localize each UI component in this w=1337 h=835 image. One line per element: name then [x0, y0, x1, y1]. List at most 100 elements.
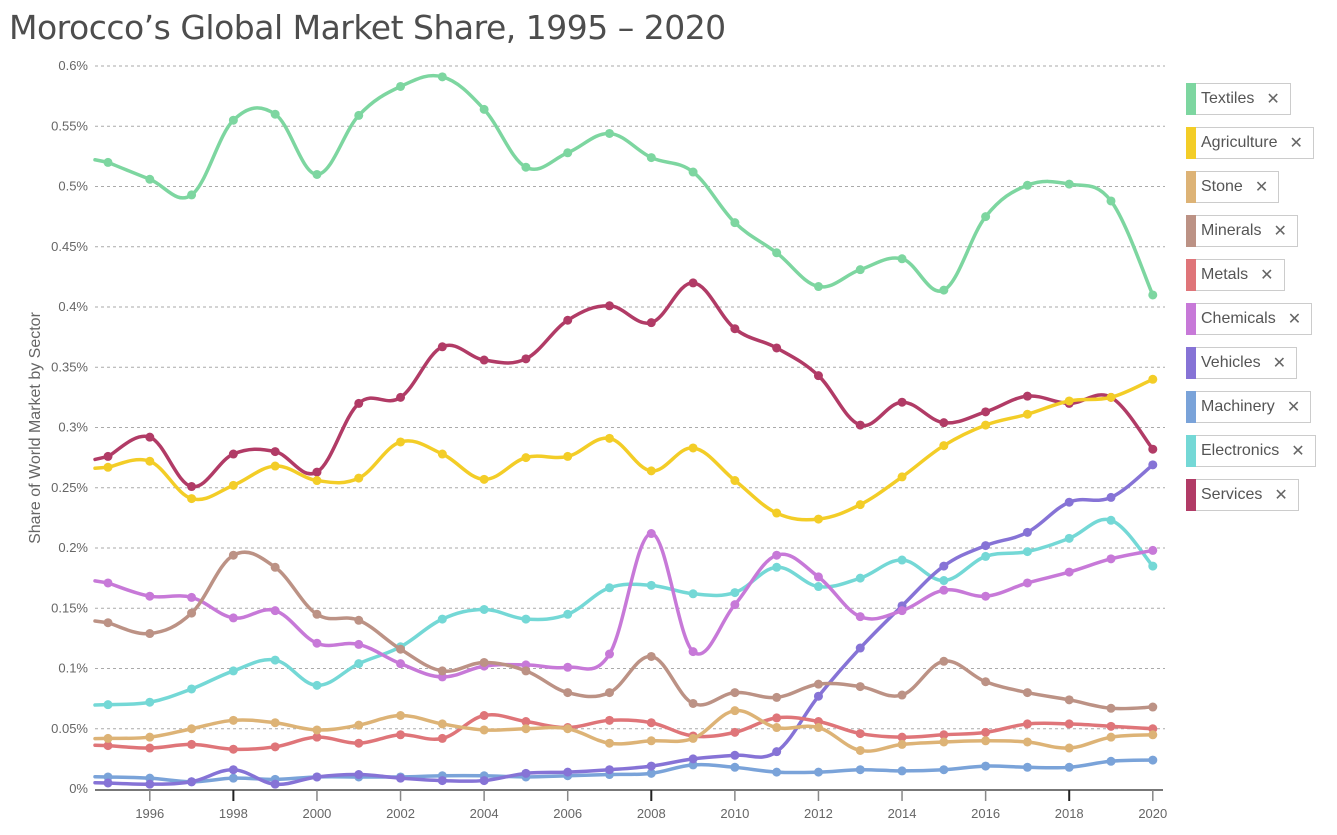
data-point-services-1998[interactable] [228, 449, 238, 459]
data-point-vehicles-2002[interactable] [396, 773, 406, 783]
data-point-services-2017[interactable] [1022, 391, 1032, 401]
data-point-metals-1998[interactable] [228, 744, 238, 754]
legend-tag[interactable]: Metals ✕ [1196, 259, 1285, 291]
data-point-stone-2004[interactable] [479, 725, 489, 735]
data-point-stone-2008[interactable] [646, 736, 656, 746]
series-line-services[interactable] [93, 281, 1155, 489]
data-point-textiles-2014[interactable] [897, 254, 907, 264]
close-icon[interactable]: ✕ [1266, 91, 1280, 108]
data-point-vehicles-2020[interactable] [1148, 460, 1158, 470]
data-point-minerals-1998[interactable] [228, 550, 238, 560]
data-point-minerals-2020[interactable] [1148, 702, 1158, 712]
data-point-minerals-2010[interactable] [730, 688, 740, 698]
close-icon[interactable]: ✕ [1260, 267, 1274, 284]
data-point-services-2003[interactable] [437, 342, 447, 352]
data-point-stone-2009[interactable] [688, 733, 698, 743]
legend-item-minerals[interactable]: Minerals ✕ [1186, 215, 1316, 247]
data-point-chemicals-2010[interactable] [730, 600, 740, 610]
data-point-vehicles-2019[interactable] [1106, 492, 1116, 502]
data-point-chemicals-2015[interactable] [939, 585, 949, 595]
data-point-electronics-2016[interactable] [981, 551, 991, 561]
legend-item-chemicals[interactable]: Chemicals ✕ [1186, 303, 1316, 335]
data-point-metals-2001[interactable] [354, 738, 364, 748]
data-point-agriculture-2008[interactable] [646, 466, 656, 476]
data-point-services-2008[interactable] [646, 318, 656, 328]
data-point-stone-2002[interactable] [396, 710, 406, 720]
data-point-electronics-2018[interactable] [1064, 533, 1074, 543]
legend-tag[interactable]: Chemicals ✕ [1196, 303, 1313, 335]
data-point-electronics-2008[interactable] [646, 580, 656, 590]
data-point-agriculture-2014[interactable] [897, 472, 907, 482]
data-point-stone-1999[interactable] [270, 718, 280, 728]
data-point-vehicles-2009[interactable] [688, 754, 698, 764]
close-icon[interactable]: ✕ [1286, 399, 1301, 416]
data-point-agriculture-2020[interactable] [1148, 374, 1158, 384]
data-point-minerals-2013[interactable] [855, 682, 865, 692]
data-point-metals-2011[interactable] [772, 713, 782, 723]
series-minerals[interactable] [93, 550, 1158, 713]
data-point-chemicals-2012[interactable] [813, 572, 823, 582]
data-point-vehicles-2012[interactable] [813, 691, 823, 701]
data-point-agriculture-1995[interactable] [103, 462, 113, 472]
data-point-metals-1997[interactable] [187, 739, 197, 749]
data-point-stone-2010[interactable] [730, 706, 740, 716]
series-machinery[interactable] [93, 755, 1158, 787]
data-point-stone-2016[interactable] [981, 736, 991, 746]
data-point-machinery-2018[interactable] [1064, 762, 1074, 772]
data-point-textiles-2010[interactable] [730, 218, 740, 228]
data-point-textiles-2018[interactable] [1064, 179, 1074, 189]
data-point-minerals-2011[interactable] [772, 692, 782, 702]
data-point-vehicles-2017[interactable] [1022, 527, 1032, 537]
series-vehicles[interactable] [93, 460, 1158, 789]
data-point-vehicles-2004[interactable] [479, 776, 489, 786]
data-point-agriculture-1997[interactable] [187, 494, 197, 504]
data-point-chemicals-2009[interactable] [688, 647, 698, 657]
data-point-metals-1996[interactable] [145, 743, 155, 753]
data-point-metals-2007[interactable] [605, 715, 614, 725]
data-point-minerals-2007[interactable] [605, 688, 614, 698]
legend-item-machinery[interactable]: Machinery ✕ [1186, 391, 1316, 423]
series-agriculture[interactable] [93, 374, 1158, 524]
data-point-services-2001[interactable] [354, 398, 364, 408]
data-point-textiles-2016[interactable] [981, 212, 991, 222]
data-point-services-2016[interactable] [981, 407, 991, 417]
data-point-electronics-2006[interactable] [563, 609, 573, 619]
data-point-agriculture-2004[interactable] [479, 474, 489, 484]
data-point-chemicals-1996[interactable] [145, 591, 155, 601]
data-point-stone-1996[interactable] [145, 732, 155, 742]
data-point-vehicles-1996[interactable] [145, 779, 155, 789]
data-point-metals-2013[interactable] [855, 729, 865, 739]
data-point-textiles-2020[interactable] [1148, 290, 1158, 300]
data-point-services-2013[interactable] [855, 420, 865, 430]
data-point-metals-2005[interactable] [521, 717, 531, 727]
data-point-textiles-2008[interactable] [646, 153, 656, 163]
data-point-agriculture-2018[interactable] [1064, 396, 1074, 406]
data-point-metals-2008[interactable] [646, 718, 656, 728]
data-point-stone-2020[interactable] [1148, 730, 1158, 740]
data-point-textiles-1995[interactable] [103, 157, 113, 167]
data-point-metals-2004[interactable] [479, 710, 489, 720]
close-icon[interactable]: ✕ [1273, 223, 1287, 240]
data-point-agriculture-1999[interactable] [270, 461, 280, 471]
data-point-machinery-2013[interactable] [855, 765, 865, 775]
data-point-chemicals-1995[interactable] [103, 578, 113, 588]
legend-item-services[interactable]: Services ✕ [1186, 479, 1316, 511]
legend-tag[interactable]: Minerals ✕ [1196, 215, 1298, 247]
data-point-chemicals-2008[interactable] [646, 529, 656, 539]
data-point-vehicles-2001[interactable] [354, 770, 364, 780]
data-point-services-1997[interactable] [187, 482, 197, 492]
data-point-chemicals-2017[interactable] [1022, 578, 1032, 588]
data-point-chemicals-2013[interactable] [855, 612, 865, 622]
data-point-stone-2011[interactable] [772, 723, 782, 733]
data-point-electronics-2015[interactable] [939, 576, 949, 586]
data-point-vehicles-1999[interactable] [270, 779, 280, 789]
data-point-services-2011[interactable] [772, 343, 782, 353]
data-point-stone-2001[interactable] [354, 720, 364, 730]
data-point-agriculture-1996[interactable] [145, 456, 155, 466]
data-point-agriculture-2005[interactable] [521, 453, 531, 463]
legend-tag[interactable]: Agriculture ✕ [1196, 127, 1314, 159]
data-point-stone-2003[interactable] [437, 719, 447, 729]
data-point-vehicles-2015[interactable] [939, 561, 949, 571]
data-point-metals-2018[interactable] [1064, 719, 1074, 729]
legend-tag[interactable]: Textiles ✕ [1196, 83, 1291, 115]
